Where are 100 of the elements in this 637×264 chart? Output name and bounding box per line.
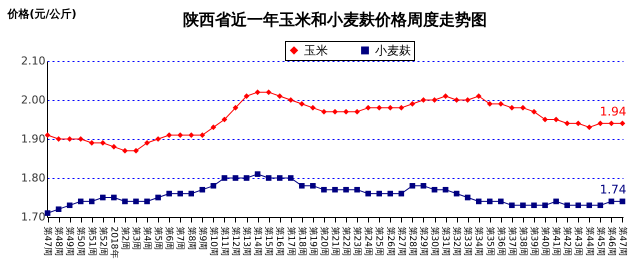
point [354, 108, 360, 114]
point [254, 171, 260, 177]
point [410, 101, 416, 107]
legend-label: 小麦麸 [375, 43, 411, 58]
point [254, 89, 260, 95]
point [586, 202, 592, 208]
point [232, 105, 238, 111]
point [575, 120, 581, 126]
point [365, 190, 371, 196]
point [200, 186, 206, 192]
point [56, 206, 62, 212]
x-tick-label: 第10周 [208, 226, 219, 256]
point [222, 116, 228, 122]
x-tick-label: 第34周 [473, 226, 484, 256]
x-tick-label: 第30周 [429, 226, 440, 256]
point [144, 140, 150, 146]
point [276, 175, 282, 181]
x-tick-label: 第12周 [230, 226, 241, 256]
point [78, 198, 84, 204]
point [420, 183, 426, 189]
point [56, 136, 62, 142]
point [288, 97, 294, 103]
point [476, 198, 482, 204]
point [89, 140, 95, 146]
x-tick-label: 第21周 [330, 226, 340, 256]
point [454, 97, 460, 103]
x-tick-label: 第18周 [296, 226, 308, 256]
x-tick-label: 第29周 [418, 226, 429, 256]
point [442, 186, 448, 192]
x-tick-label: 第3周 [130, 226, 142, 250]
x-tick-label: 第39周 [528, 226, 540, 256]
point [100, 140, 106, 146]
point [44, 132, 50, 138]
x-tick-label: 第8周 [186, 226, 197, 250]
point [343, 186, 349, 192]
point [608, 120, 614, 126]
point [276, 93, 282, 99]
point [332, 108, 338, 114]
y-tick-label: 1.80 [21, 172, 46, 184]
x-tick-label: 第5周 [152, 226, 164, 250]
point [177, 190, 183, 196]
x-tick-label: 第45周 [594, 226, 606, 256]
x-tick-label: 第40周 [540, 226, 551, 256]
x-tick-label: 第23周 [352, 226, 363, 256]
x-tick-label: 第49周 [64, 226, 76, 256]
x-tick-label: 2018年 [108, 226, 120, 258]
point [210, 183, 216, 189]
point [144, 198, 150, 204]
point [598, 202, 604, 208]
point [454, 190, 460, 196]
x-tick-label: 第16周 [274, 226, 286, 256]
y-tick-label: 2.10 [21, 54, 46, 68]
point [520, 202, 526, 208]
point [520, 105, 526, 111]
point [299, 183, 305, 189]
x-tick-label: 第17周 [285, 226, 296, 256]
x-tick-label: 第36周 [495, 226, 506, 256]
point [542, 202, 548, 208]
point [410, 183, 416, 189]
x-tick-label: 第33周 [462, 226, 474, 256]
point [586, 124, 592, 130]
point [354, 186, 360, 192]
x-tick-label: 第47周 [616, 226, 628, 256]
point [122, 198, 128, 204]
x-tick-label: 第41周 [550, 226, 562, 256]
x-tick-label: 第50周 [75, 226, 86, 256]
point [564, 120, 570, 126]
data-label: 1.74 [600, 182, 626, 196]
y-axis-title: 价格(元/公斤) [6, 8, 77, 20]
point [188, 190, 194, 196]
data-label: 1.94 [600, 104, 626, 118]
point [89, 198, 95, 204]
x-tick-label: 第52周 [97, 226, 108, 256]
x-tick-label: 第24周 [362, 226, 374, 256]
x-tick-label: 第46周 [606, 226, 617, 256]
point [310, 105, 316, 111]
point [321, 186, 327, 192]
point [244, 175, 250, 181]
y-tick-label: 1.90 [21, 132, 46, 146]
point [288, 175, 294, 181]
point [177, 132, 183, 138]
x-tick-label: 第43周 [572, 226, 584, 256]
point [365, 105, 371, 111]
x-tick-label: 第2周 [119, 226, 130, 250]
point [376, 105, 382, 111]
point [564, 202, 570, 208]
point [388, 190, 394, 196]
point [553, 198, 559, 204]
chart-title: 陕西省近一年玉米和小麦麸价格周度走势图 [183, 10, 487, 29]
point [155, 136, 161, 142]
point [188, 132, 194, 138]
point [531, 108, 537, 114]
point [321, 108, 327, 114]
x-tick-label: 第31周 [440, 226, 452, 256]
point [432, 186, 438, 192]
x-tick-label: 第7周 [174, 226, 186, 250]
point [509, 202, 515, 208]
point [575, 202, 581, 208]
x-tick-label: 第6周 [164, 226, 175, 250]
x-tick-label: 第27周 [396, 226, 407, 256]
